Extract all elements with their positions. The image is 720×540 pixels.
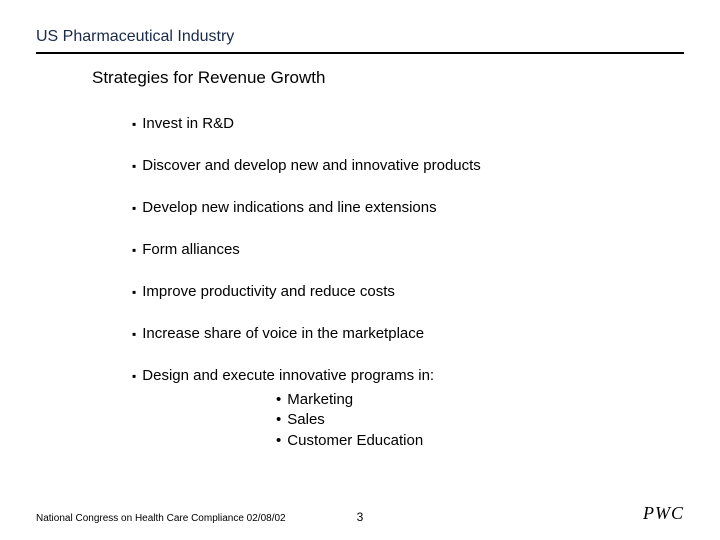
dot-bullet-icon: •	[276, 410, 281, 430]
list-item-text: Discover and develop new and innovative …	[142, 156, 481, 176]
list-item: ▪ Discover and develop new and innovativ…	[132, 156, 684, 176]
sub-list-item: • Sales	[276, 410, 684, 430]
square-bullet-icon: ▪	[132, 366, 136, 386]
subtitle: Strategies for Revenue Growth	[92, 68, 684, 88]
square-bullet-icon: ▪	[132, 198, 136, 218]
list-item: ▪ Form alliances	[132, 240, 684, 260]
sub-list-item-text: Customer Education	[287, 431, 423, 451]
list-item-text: Design and execute innovative programs i…	[142, 366, 434, 386]
bullet-list: ▪ Invest in R&D ▪ Discover and develop n…	[132, 114, 684, 451]
list-item: ▪ Invest in R&D	[132, 114, 684, 134]
list-item-text: Improve productivity and reduce costs	[142, 282, 395, 302]
slide: US Pharmaceutical Industry Strategies fo…	[0, 0, 720, 540]
list-item-text: Increase share of voice in the marketpla…	[142, 324, 424, 344]
list-item-text: Develop new indications and line extensi…	[142, 198, 436, 218]
list-item: ▪ Design and execute innovative programs…	[132, 366, 684, 386]
footer: National Congress on Health Care Complia…	[36, 503, 684, 524]
square-bullet-icon: ▪	[132, 114, 136, 134]
sub-list-item: • Customer Education	[276, 431, 684, 451]
square-bullet-icon: ▪	[132, 324, 136, 344]
dot-bullet-icon: •	[276, 390, 281, 410]
list-item: ▪ Improve productivity and reduce costs	[132, 282, 684, 302]
list-item: ▪ Increase share of voice in the marketp…	[132, 324, 684, 344]
sub-list-item-text: Sales	[287, 410, 325, 430]
list-item-text: Invest in R&D	[142, 114, 234, 134]
list-item-text: Form alliances	[142, 240, 240, 260]
dot-bullet-icon: •	[276, 431, 281, 451]
brand-logo: PWC	[643, 503, 684, 524]
page-title: US Pharmaceutical Industry	[36, 28, 684, 54]
square-bullet-icon: ▪	[132, 156, 136, 176]
square-bullet-icon: ▪	[132, 240, 136, 260]
footer-left-text: National Congress on Health Care Complia…	[36, 513, 286, 524]
sub-list: • Marketing • Sales • Customer Education	[276, 390, 684, 451]
sub-list-item-text: Marketing	[287, 390, 353, 410]
list-item: ▪ Develop new indications and line exten…	[132, 198, 684, 218]
page-number: 3	[357, 510, 364, 524]
square-bullet-icon: ▪	[132, 282, 136, 302]
sub-list-item: • Marketing	[276, 390, 684, 410]
